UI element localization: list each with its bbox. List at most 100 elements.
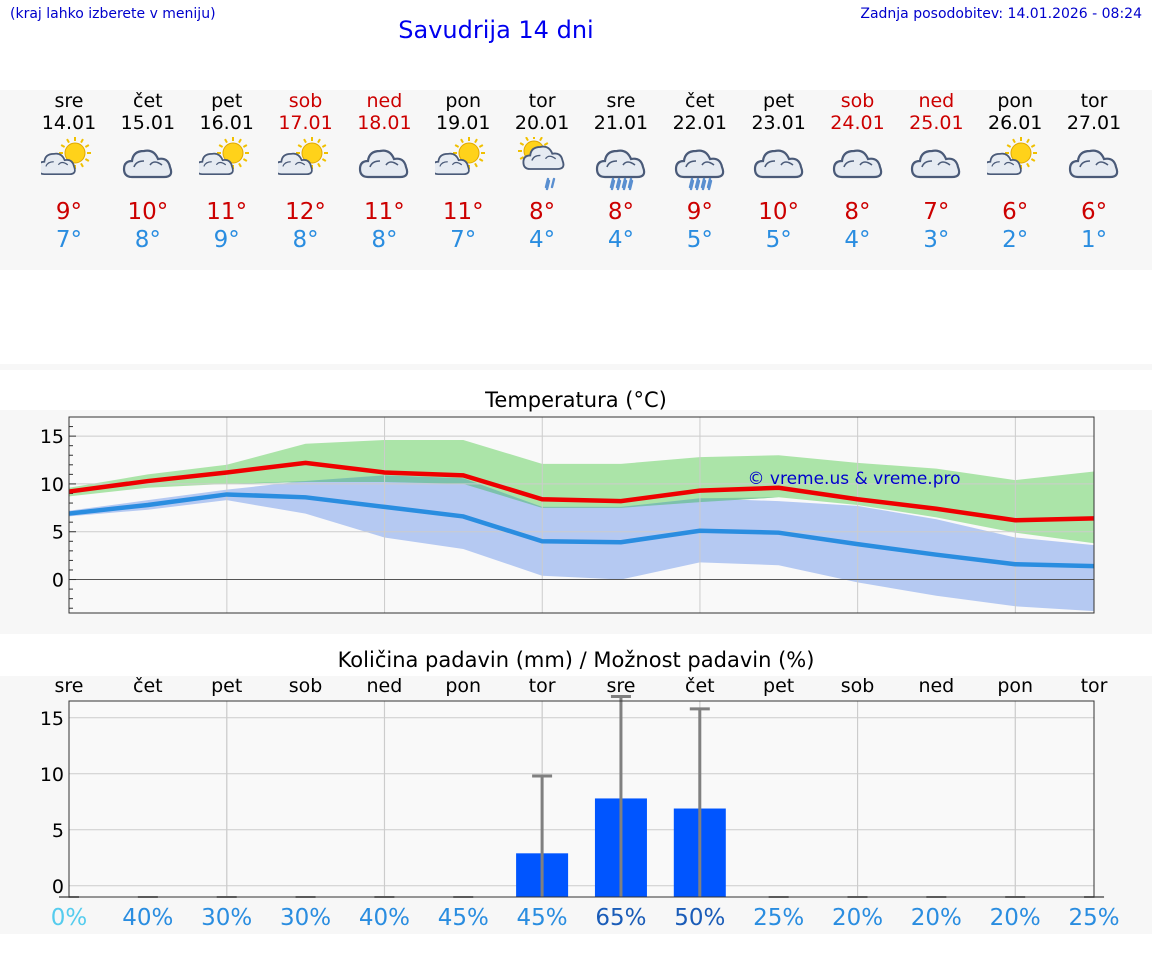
precipitation-chart-title: Količina padavin (mm) / Možnost padavin … <box>337 648 815 672</box>
day-name: čet <box>133 90 163 112</box>
forecast-day: ned 18.01 11° 8° <box>344 90 424 260</box>
day-name: ned <box>918 90 955 112</box>
precipitation-probability: 45% <box>516 905 568 931</box>
min-temperature: 5° <box>686 227 713 253</box>
day-name: pon <box>445 90 482 112</box>
forecast-day: tor 27.01 6° 1° <box>1054 90 1134 260</box>
max-temperature: 6° <box>1002 199 1029 225</box>
forecast-day: sob 17.01 12° 8° <box>266 90 346 260</box>
last-update: Zadnja posodobitev: 14.01.2026 - 08:24 <box>860 6 1142 22</box>
min-temperature: 4° <box>844 227 871 253</box>
precipitation-day-label: pon <box>445 675 482 697</box>
temperature-chart-title: Temperatura (°C) <box>485 388 667 412</box>
y-tick-label: 5 <box>52 820 64 842</box>
precipitation-probability: 20% <box>989 905 1041 931</box>
min-temperature: 5° <box>765 227 792 253</box>
day-date: 26.01 <box>987 112 1043 134</box>
max-temperature: 8° <box>607 199 634 225</box>
day-date: 17.01 <box>278 112 333 134</box>
min-temperature: 8° <box>134 227 161 253</box>
precipitation-probability: 40% <box>358 905 410 931</box>
page-title: Savudrija 14 dni <box>398 16 594 44</box>
forecast-day: sob 24.01 8° 4° <box>818 90 898 260</box>
precipitation-day-label: tor <box>528 675 556 697</box>
max-temperature: 11° <box>442 199 484 225</box>
precipitation-day-label: sre <box>606 675 636 697</box>
min-temperature: 9° <box>213 227 240 253</box>
day-date: 16.01 <box>199 112 254 134</box>
cloud-icon <box>1066 137 1122 195</box>
day-name: čet <box>685 90 715 112</box>
day-date: 22.01 <box>672 112 727 134</box>
max-temperature: 8° <box>844 199 871 225</box>
max-temperature: 10° <box>127 199 169 225</box>
max-temperature: 9° <box>55 199 83 225</box>
precipitation-day-label: pet <box>211 675 243 697</box>
forecast-day: tor 20.01 8° 4° <box>502 90 582 260</box>
forecast-day: sre 14.01 9° 7° <box>29 90 109 260</box>
min-temperature: 8° <box>371 227 398 253</box>
precipitation-plot-frame <box>68 700 1095 898</box>
max-temperature: 8° <box>529 199 556 225</box>
min-temperature: 7° <box>450 227 477 253</box>
precipitation-day-label: sob <box>288 675 323 697</box>
y-tick-label: 10 <box>40 764 64 786</box>
day-name: sre <box>606 90 636 112</box>
day-date: 27.01 <box>1066 112 1122 134</box>
max-temperature: 11° <box>364 199 405 225</box>
copyright-credit: © vreme.us & vreme.pro <box>747 469 960 489</box>
y-tick-label: 0 <box>52 570 64 592</box>
cloud-icon <box>751 137 807 195</box>
max-temperature: 7° <box>923 199 950 225</box>
min-temperature: 2° <box>1002 227 1029 253</box>
day-date: 19.01 <box>436 112 491 134</box>
max-temperature: 11° <box>206 199 248 225</box>
precipitation-day-label: ned <box>366 675 403 697</box>
y-tick-label: 5 <box>52 522 64 544</box>
y-tick-label: 15 <box>40 708 64 730</box>
max-temperature-line <box>68 460 1095 523</box>
sun-cloud-rain-icon <box>514 135 570 195</box>
precipitation-day-label: sre <box>54 675 84 697</box>
precipitation-probability: 65% <box>595 905 647 931</box>
y-tick-label: 0 <box>52 876 64 898</box>
day-date: 25.01 <box>909 112 964 134</box>
min-temperature: 1° <box>1080 227 1108 253</box>
precipitation-probability: 20% <box>831 905 884 931</box>
precipitation-probability: 0% <box>50 905 88 931</box>
min-temperature: 7° <box>55 227 83 253</box>
precipitation-day-label: pet <box>763 675 795 697</box>
day-name: sob <box>288 90 323 112</box>
precipitation-probability: 30% <box>279 905 332 931</box>
forecast-day: sre 21.01 8° 4° <box>581 90 661 260</box>
max-temperature: 10° <box>758 199 800 225</box>
day-name: tor <box>528 90 556 112</box>
temperature-plot-frame <box>68 416 1095 614</box>
day-name: pet <box>211 90 243 112</box>
sun-cloud-icon <box>983 137 1043 195</box>
day-date: 15.01 <box>120 112 176 134</box>
max-temperature: 12° <box>285 199 326 225</box>
precipitation-day-label: tor <box>1080 675 1108 697</box>
precipitation-probability: 50% <box>674 905 726 931</box>
forecast-day: pet 23.01 10° 5° <box>739 90 819 260</box>
day-date: 14.01 <box>41 112 97 134</box>
day-date: 20.01 <box>514 112 570 134</box>
sun-cloud-icon <box>37 137 97 195</box>
precipitation-probability: 30% <box>201 905 253 931</box>
day-name: pet <box>763 90 795 112</box>
max-temperature: 9° <box>686 199 713 225</box>
day-name: tor <box>1080 90 1108 112</box>
cloud-icon <box>356 137 412 195</box>
forecast-day: pet 16.01 11° 9° <box>187 90 267 260</box>
day-date: 18.01 <box>357 112 412 134</box>
min-temperature: 8° <box>292 227 319 253</box>
forecast-day: ned 25.01 7° 3° <box>896 90 976 260</box>
divider <box>0 364 1152 370</box>
day-name: ned <box>366 90 403 112</box>
y-tick-label: 10 <box>40 474 64 496</box>
precipitation-day-label: čet <box>685 675 715 697</box>
precipitation-day-label: sob <box>840 675 875 697</box>
min-temperature-line <box>68 492 1095 569</box>
